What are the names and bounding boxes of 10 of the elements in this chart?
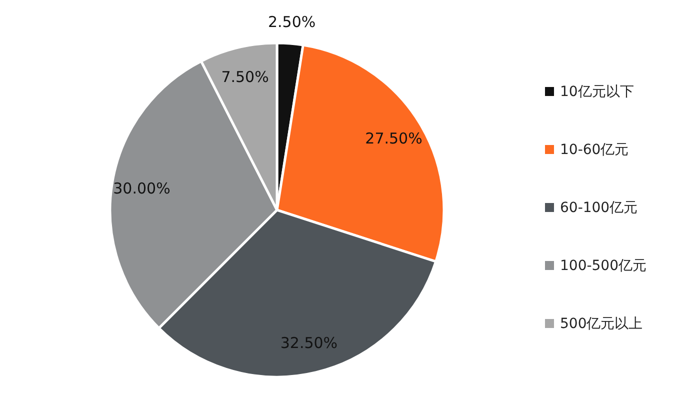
data-label: 32.50% <box>280 334 338 352</box>
legend-label: 500亿元以上 <box>560 316 643 332</box>
data-label: 30.00% <box>113 180 170 198</box>
data-label: 27.50% <box>365 129 422 148</box>
data-label: 2.50% <box>268 12 316 31</box>
legend-label: 10亿元以下 <box>560 84 634 100</box>
data-label: 7.50% <box>221 68 269 86</box>
legend-label: 60-100亿元 <box>560 200 638 216</box>
legend-label: 10-60亿元 <box>560 142 629 158</box>
legend-label: 100-500亿元 <box>560 258 646 274</box>
